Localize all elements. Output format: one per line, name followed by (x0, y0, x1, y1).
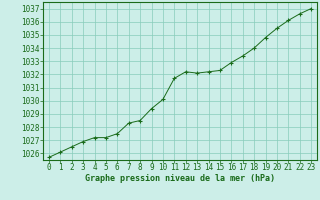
X-axis label: Graphe pression niveau de la mer (hPa): Graphe pression niveau de la mer (hPa) (85, 174, 275, 183)
